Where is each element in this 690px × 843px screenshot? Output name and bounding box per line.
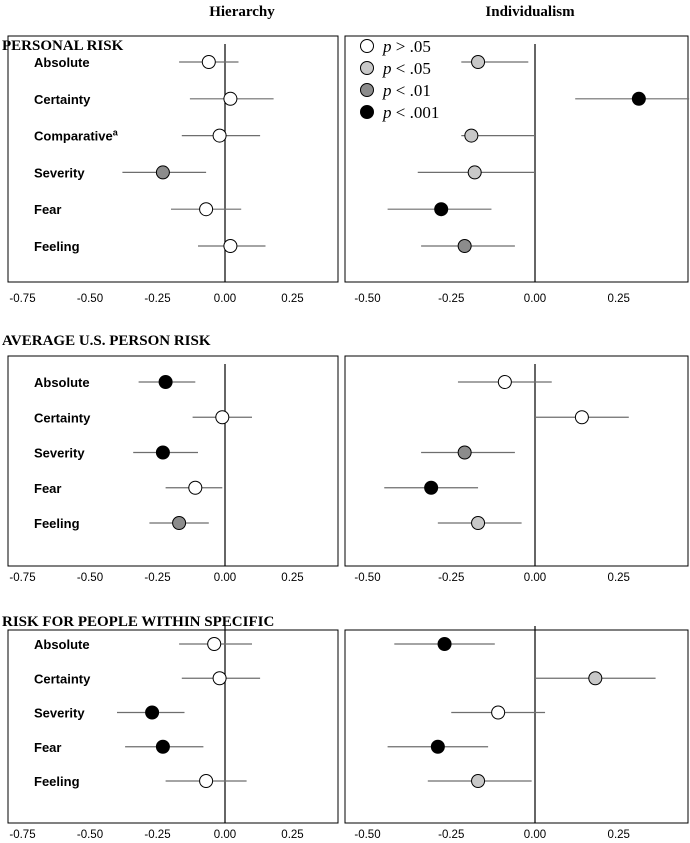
category-label-s2-severity: Severity	[34, 446, 85, 461]
frame-s1-hierarchy	[7, 35, 339, 283]
tick-label-s3-individualism-0.25: 0.25	[608, 829, 630, 841]
tick-label-s1-individualism--0.50: -0.50	[354, 293, 380, 305]
panel-frames	[7, 35, 689, 824]
point-s2-hierarchy-certainty	[215, 410, 230, 425]
category-label-s1-severity: Severity	[34, 165, 85, 180]
tick-label-s2-hierarchy-0.00: 0.00	[214, 572, 236, 584]
tick-label-s1-individualism-0.25: 0.25	[608, 293, 630, 305]
category-label-s1-comparative: Comparativea	[34, 128, 119, 144]
point-s1-individualism-certainty	[631, 91, 646, 106]
point-s1-individualism-fear	[434, 202, 449, 217]
point-s1-hierarchy-absolute	[201, 55, 216, 69]
significance-legend: p > .05 p < .05 p < .01 p < .001	[360, 37, 439, 122]
tick-label-s3-individualism-0.00: 0.00	[524, 829, 546, 841]
legend-marker-ns	[360, 39, 374, 53]
section-title-specific-risk: RISK FOR PEOPLE WITHIN SPECIFIC	[2, 614, 274, 630]
category-label-s1-fear: Fear	[34, 202, 61, 217]
column-title-hierarchy: Hierarchy	[209, 4, 275, 20]
tick-label-s2-hierarchy--0.50: -0.50	[77, 572, 103, 584]
frame-s3-individualism	[344, 629, 689, 824]
point-s3-individualism-feeling	[471, 774, 486, 788]
point-s2-hierarchy-severity	[155, 445, 170, 460]
category-label-s2-feeling: Feeling	[34, 516, 80, 531]
point-s3-hierarchy-fear	[155, 739, 170, 754]
tick-label-s2-individualism-0.25: 0.25	[608, 572, 630, 584]
tick-label-s3-hierarchy--0.25: -0.25	[144, 829, 170, 841]
point-s3-individualism-absolute	[437, 637, 452, 651]
point-s1-individualism-feeling	[457, 239, 472, 253]
tick-label-s3-hierarchy-0.25: 0.25	[281, 829, 303, 841]
section-title-average-us-person-risk: AVERAGE U.S. PERSON RISK	[2, 333, 211, 349]
tick-label-s1-individualism-0.00: 0.00	[524, 293, 546, 305]
tick-label-s3-hierarchy--0.50: -0.50	[77, 829, 103, 841]
point-s1-individualism-severity	[467, 165, 482, 180]
point-s2-individualism-feeling	[471, 516, 486, 530]
tick-label-s2-hierarchy--0.25: -0.25	[144, 572, 170, 584]
point-s1-hierarchy-certainty	[223, 91, 238, 106]
tick-label-s2-individualism--0.50: -0.50	[354, 572, 380, 584]
point-s2-hierarchy-fear	[188, 480, 203, 495]
tick-label-s1-hierarchy--0.50: -0.50	[77, 293, 103, 305]
tick-label-s3-hierarchy--0.75: -0.75	[9, 829, 35, 841]
category-label-s3-severity: Severity	[34, 706, 85, 721]
tick-label-s3-individualism--0.50: -0.50	[354, 829, 380, 841]
category-label-s3-absolute: Absolute	[34, 637, 90, 652]
legend-label-ns: p > .05	[382, 37, 431, 56]
legend-label-p05: p < .05	[382, 59, 431, 78]
point-s3-hierarchy-feeling	[199, 774, 214, 788]
chart-marks: Absolute Certainty Comparativea Severity Fea…	[9, 44, 690, 841]
legend-marker-p001	[360, 105, 374, 119]
point-s1-hierarchy-fear	[199, 202, 214, 217]
point-s2-hierarchy-feeling	[172, 516, 187, 530]
point-s1-hierarchy-severity	[155, 165, 170, 180]
category-label-s1-feeling: Feeling	[34, 239, 80, 254]
legend-marker-p05	[360, 61, 374, 75]
tick-label-s2-individualism--0.25: -0.25	[438, 572, 464, 584]
tick-label-s1-hierarchy--0.75: -0.75	[9, 293, 35, 305]
point-s3-hierarchy-severity	[145, 705, 160, 720]
category-label-s1-certainty: Certainty	[34, 92, 91, 107]
tick-label-s1-individualism--0.25: -0.25	[438, 293, 464, 305]
category-label-s3-feeling: Feeling	[34, 774, 80, 789]
point-s1-hierarchy-feeling	[223, 239, 238, 253]
frame-s2-individualism	[344, 355, 689, 567]
tick-label-s1-hierarchy-0.00: 0.00	[214, 293, 236, 305]
tick-label-s3-hierarchy-0.00: 0.00	[214, 829, 236, 841]
section-title-personal-risk: PERSONAL RISK	[2, 38, 124, 54]
category-label-s2-certainty: Certainty	[34, 410, 91, 425]
tick-label-s2-hierarchy--0.75: -0.75	[9, 572, 35, 584]
point-s2-individualism-absolute	[497, 375, 512, 389]
category-label-s3-certainty: Certainty	[34, 671, 91, 686]
category-label-s2-fear: Fear	[34, 481, 61, 496]
point-s2-individualism-severity	[457, 445, 472, 460]
column-title-individualism: Individualism	[485, 4, 575, 20]
tick-label-s2-hierarchy-0.25: 0.25	[281, 572, 303, 584]
category-label-s3-fear: Fear	[34, 740, 61, 755]
tick-label-s3-individualism--0.25: -0.25	[438, 829, 464, 841]
category-label-s1-absolute: Absolute	[34, 55, 90, 70]
frame-s1-individualism	[344, 35, 689, 283]
point-s3-hierarchy-absolute	[207, 637, 222, 651]
legend-marker-p01	[360, 83, 374, 97]
legend-label-p01: p < .01	[382, 81, 431, 100]
frame-s2-hierarchy	[7, 355, 339, 567]
point-s2-individualism-certainty	[574, 410, 589, 425]
point-s3-individualism-severity	[491, 705, 506, 720]
tick-label-s1-hierarchy-0.25: 0.25	[281, 293, 303, 305]
tick-label-s1-hierarchy--0.25: -0.25	[144, 293, 170, 305]
point-s2-hierarchy-absolute	[158, 375, 173, 389]
category-label-s2-absolute: Absolute	[34, 375, 90, 390]
point-s3-individualism-certainty	[588, 671, 603, 686]
point-s3-individualism-fear	[430, 739, 445, 754]
point-s1-hierarchy-comparative	[212, 128, 227, 143]
frame-s3-hierarchy	[7, 629, 339, 824]
legend-label-p001: p < .001	[382, 103, 439, 122]
point-s1-individualism-comparative	[464, 128, 479, 143]
point-s3-hierarchy-certainty	[212, 671, 227, 686]
tick-label-s2-individualism-0.00: 0.00	[524, 572, 546, 584]
point-s1-individualism-absolute	[471, 55, 486, 69]
point-s2-individualism-fear	[424, 480, 439, 495]
